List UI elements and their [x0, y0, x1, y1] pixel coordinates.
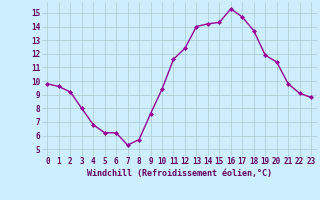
X-axis label: Windchill (Refroidissement éolien,°C): Windchill (Refroidissement éolien,°C) — [87, 169, 272, 178]
